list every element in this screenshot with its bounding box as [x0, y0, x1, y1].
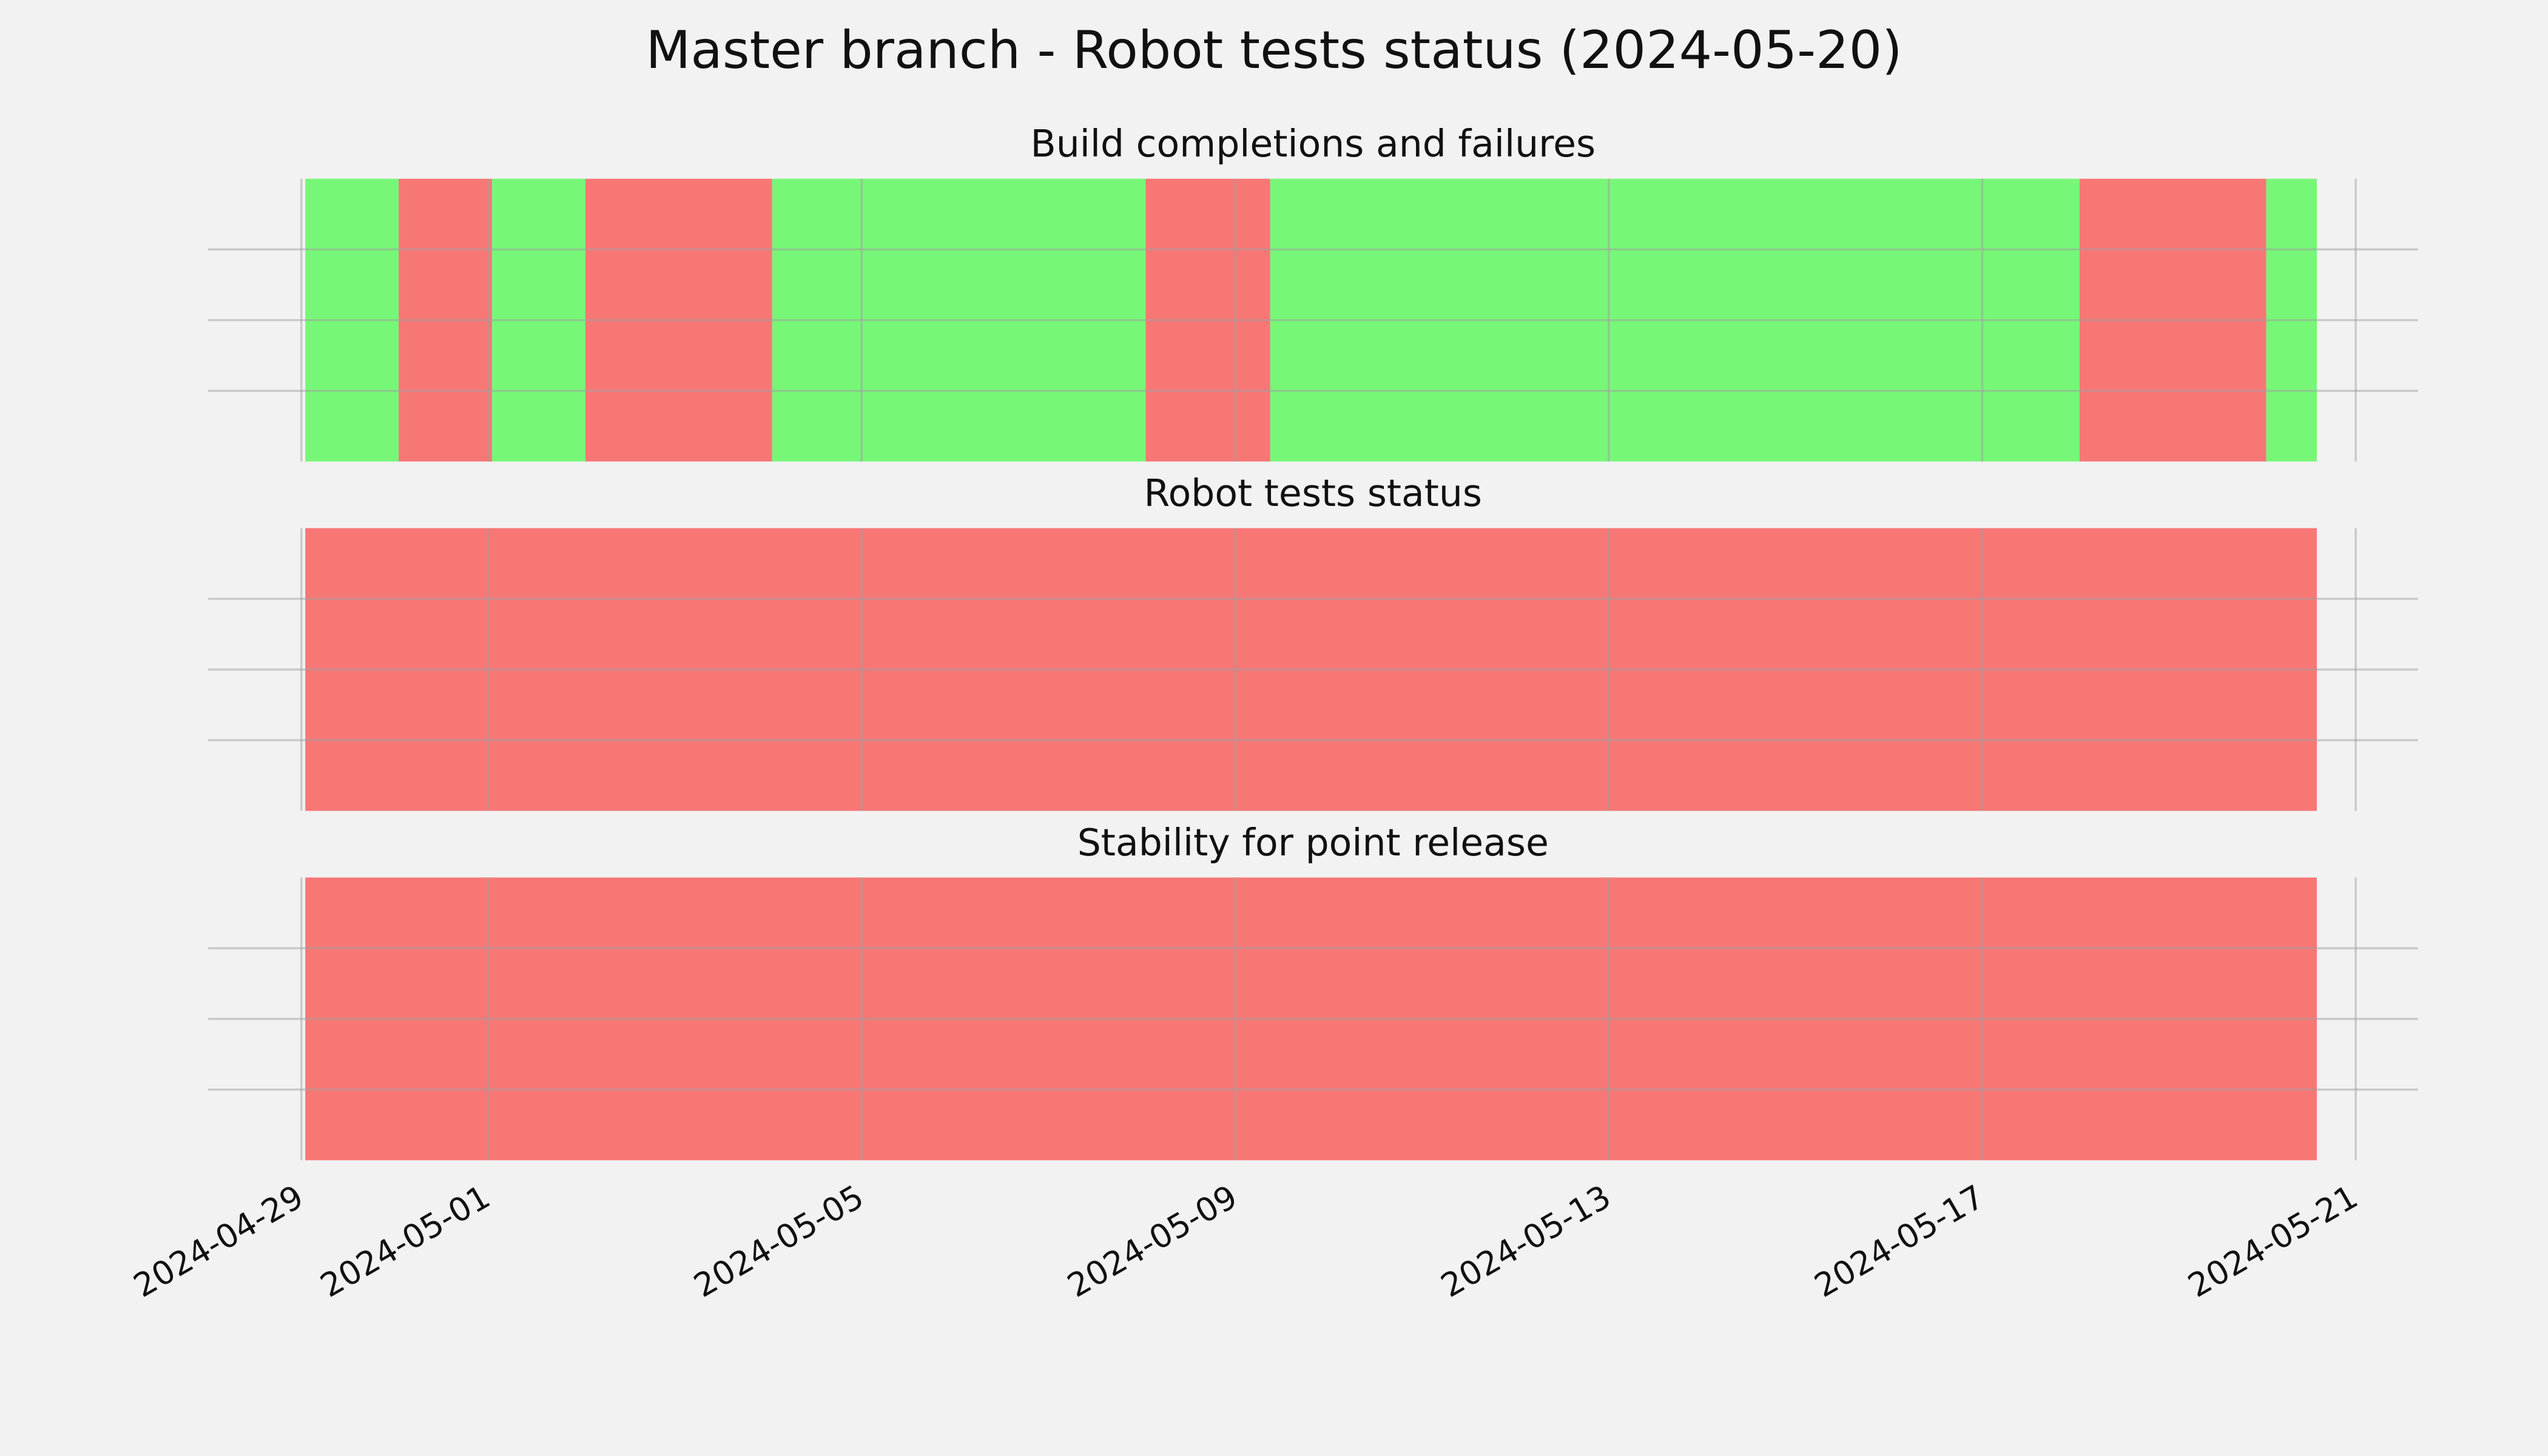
- chart-title: Master branch - Robot tests status (2024…: [645, 20, 1902, 81]
- subplot-title: Build completions and failures: [1030, 122, 1596, 166]
- subplot-title: Robot tests status: [1144, 471, 1482, 515]
- subplot-title: Stability for point release: [1077, 821, 1549, 864]
